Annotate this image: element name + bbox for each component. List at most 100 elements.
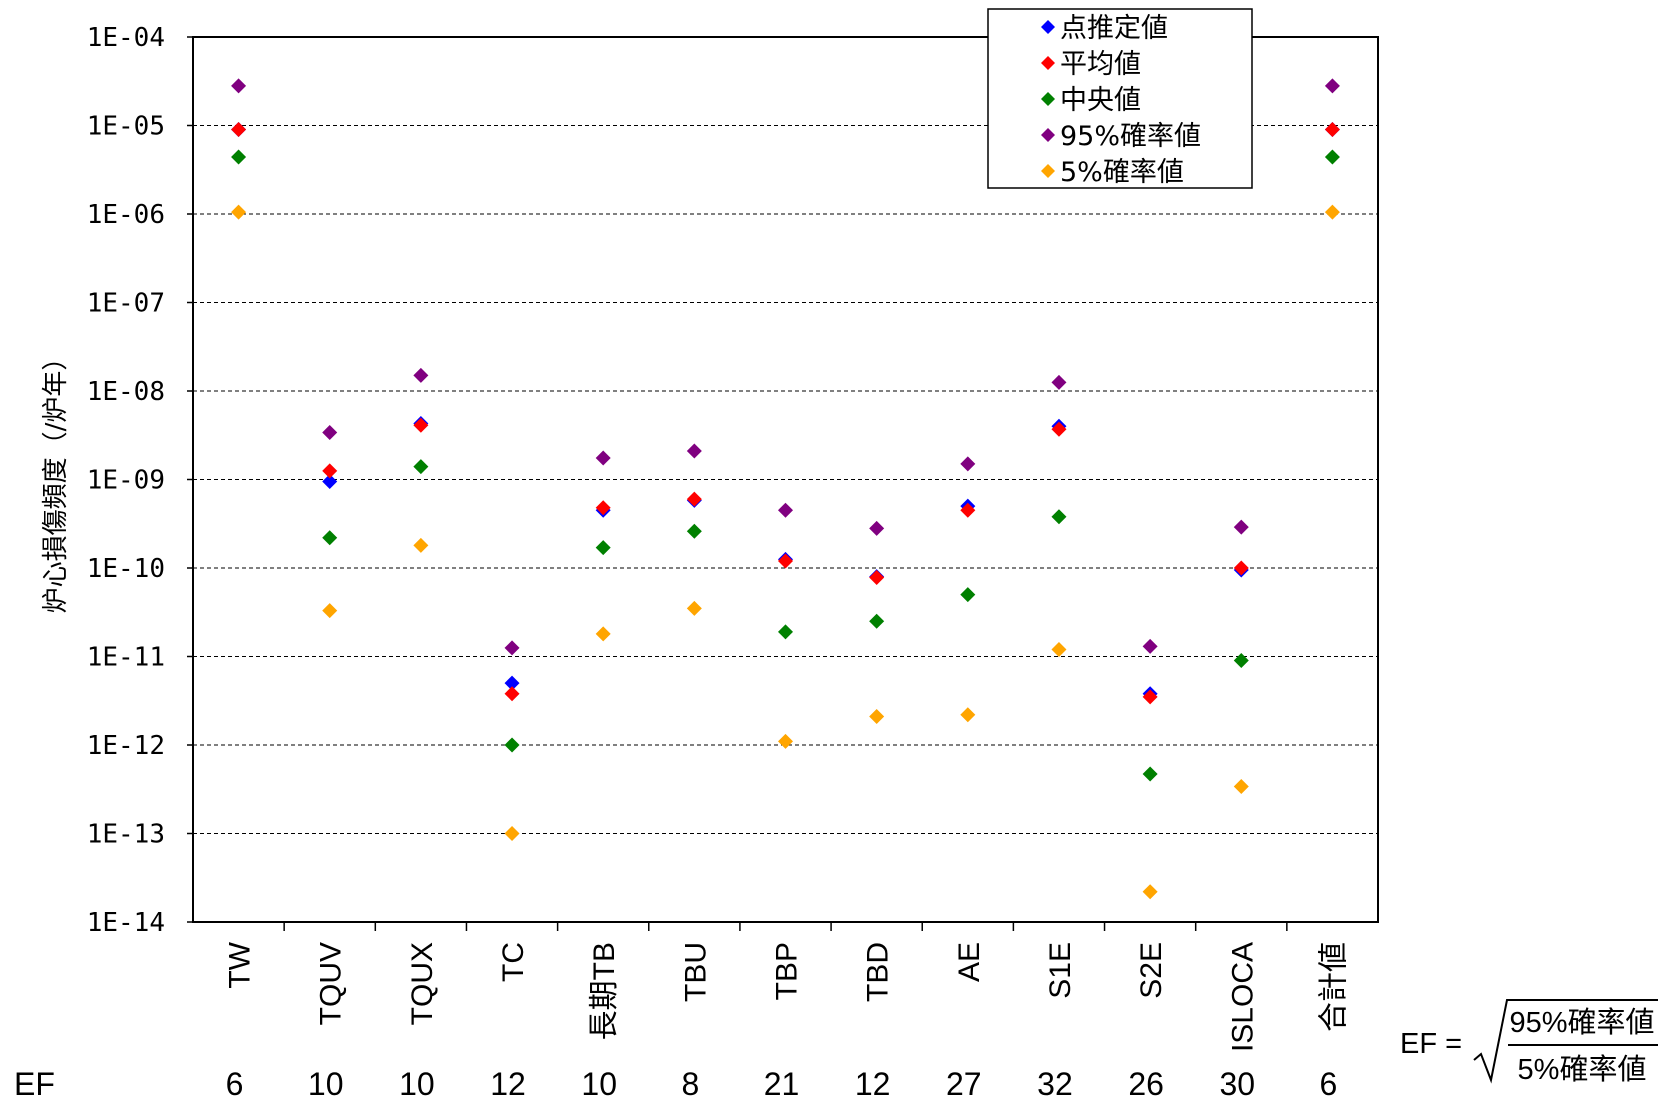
- x-category-label: TC: [497, 942, 530, 982]
- legend-marker: [1041, 92, 1055, 106]
- data-point: [231, 78, 247, 94]
- data-point: [231, 204, 247, 220]
- x-axis-category-labels: TW TQUV TQUX TC 長期TB TBU TBP TBD AE S1E S2E ISLOCA 合…: [224, 941, 1351, 1052]
- data-point: [1142, 766, 1158, 782]
- ef-formula: EF = 95%確率値 5%確率値: [1400, 999, 1658, 1086]
- x-category-label: 長期TB: [588, 942, 621, 1040]
- formula-numerator: 95%確率値: [1509, 1006, 1654, 1039]
- y-tick-label: 1E-04: [87, 23, 165, 53]
- x-category-label: TQUV: [315, 942, 348, 1025]
- ef-row-label: EF: [14, 1066, 55, 1101]
- legend-marker: [1041, 56, 1055, 70]
- ef-value: 10: [581, 1066, 617, 1101]
- data-point: [686, 443, 702, 459]
- data-point: [686, 491, 702, 507]
- ef-value: 32: [1037, 1066, 1073, 1101]
- data-point: [960, 456, 976, 472]
- legend-label: 点推定値: [1060, 13, 1168, 44]
- plot-area: [192, 36, 1379, 923]
- ef-value: 10: [308, 1066, 344, 1101]
- data-point: [1324, 149, 1340, 165]
- data-point: [869, 708, 885, 724]
- x-category-label: S1E: [1044, 942, 1077, 999]
- x-axis-ticks: [283, 922, 1288, 931]
- legend-marker: [1041, 128, 1055, 142]
- ef-values: 6 10 10 12 10 8 21 12 27 32 26 30 6: [226, 1066, 1338, 1101]
- ef-value: 12: [855, 1066, 891, 1101]
- x-category-label: TBU: [679, 942, 712, 1002]
- y-tick-label: 1E-11: [87, 643, 165, 673]
- data-point: [1233, 653, 1249, 669]
- x-category-label: AE: [953, 942, 986, 982]
- legend-label: 中央値: [1060, 85, 1141, 116]
- data-point: [686, 523, 702, 539]
- legend-label: 5%確率値: [1060, 157, 1184, 188]
- y-axis-tick-labels: 1E-14 1E-13 1E-12 1E-11 1E-10 1E-09 1E-08 1E-07…: [87, 23, 165, 938]
- y-tick-label: 1E-05: [87, 112, 165, 142]
- x-category-label: ISLOCA: [1226, 942, 1259, 1052]
- data-point: [1142, 884, 1158, 900]
- y-tick-label: 1E-08: [87, 377, 165, 407]
- data-point: [1142, 689, 1158, 705]
- y-tick-label: 1E-09: [87, 466, 165, 496]
- y-tick-label: 1E-14: [87, 908, 165, 938]
- x-category-label: TW: [224, 941, 257, 988]
- data-point: [1142, 638, 1158, 654]
- data-point: [595, 450, 611, 466]
- data-point: [504, 675, 520, 691]
- data-point: [413, 537, 429, 553]
- data-point: [413, 417, 429, 433]
- data-point: [869, 613, 885, 629]
- ef-value: 6: [1320, 1066, 1338, 1101]
- data-point: [778, 502, 793, 518]
- data-point: [1324, 204, 1340, 220]
- data-point: [504, 686, 520, 702]
- legend-marker: [1041, 164, 1055, 178]
- data-point: [322, 424, 338, 440]
- data-point: [231, 149, 247, 165]
- data-point: [322, 530, 338, 546]
- data-point: [1051, 374, 1067, 390]
- data-point: [1324, 122, 1340, 138]
- data-point: [869, 520, 885, 536]
- ef-value: 10: [399, 1066, 435, 1101]
- data-point: [778, 553, 793, 569]
- data-point: [960, 502, 976, 518]
- data-point: [322, 463, 338, 479]
- x-category-label: TBP: [771, 942, 804, 1000]
- data-point: [413, 367, 429, 383]
- data-point: [1051, 641, 1067, 657]
- data-point: [595, 626, 611, 642]
- ef-value: 6: [226, 1066, 244, 1101]
- data-point: [1324, 78, 1340, 94]
- data-point: [595, 540, 611, 556]
- x-category-label: TBD: [862, 942, 895, 1002]
- legend-label: 95%確率値: [1060, 121, 1201, 152]
- formula-denominator: 5%確率値: [1518, 1053, 1647, 1086]
- data-point: [960, 707, 976, 723]
- data-point: [595, 500, 611, 516]
- y-tick-label: 1E-10: [87, 554, 165, 584]
- data-point: [1233, 778, 1249, 794]
- ef-value: 26: [1128, 1066, 1164, 1101]
- sqrt-sign: [1473, 999, 1658, 1084]
- data-point: [413, 459, 429, 475]
- data-point: [869, 570, 885, 586]
- ef-value: 27: [946, 1066, 982, 1101]
- ef-value: 21: [764, 1066, 800, 1101]
- x-category-label: S2E: [1135, 942, 1168, 999]
- y-tick-label: 1E-06: [87, 200, 165, 230]
- data-point: [322, 473, 338, 489]
- ef-value: 8: [681, 1066, 699, 1101]
- x-category-label: 合計値: [1317, 942, 1350, 1032]
- data-point: [231, 122, 247, 138]
- data-point: [504, 737, 520, 753]
- ef-value: 12: [490, 1066, 526, 1101]
- data-point: [1051, 421, 1067, 437]
- data-point: [504, 640, 520, 656]
- data-point: [1051, 509, 1067, 525]
- legend-marker: [1041, 20, 1055, 34]
- data-point: [778, 733, 793, 749]
